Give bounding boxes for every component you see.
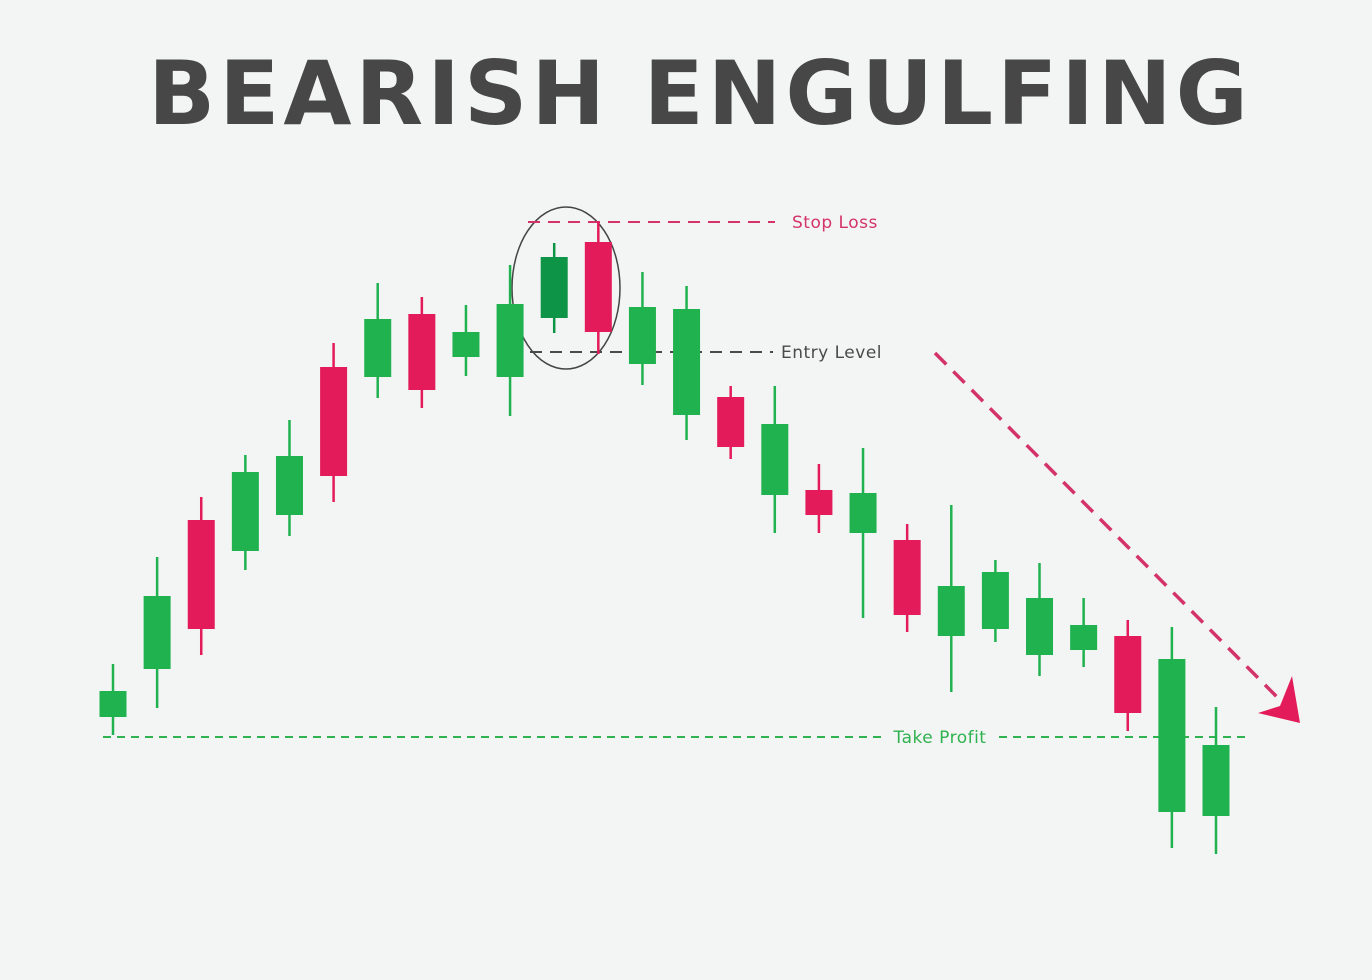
arrow-shaft bbox=[933, 351, 1285, 705]
candle-body bbox=[805, 490, 833, 515]
candle-body bbox=[452, 332, 480, 357]
candle-body bbox=[628, 307, 656, 364]
trend-arrow bbox=[933, 351, 1300, 723]
candle-body bbox=[143, 596, 171, 669]
candle-body bbox=[99, 691, 127, 717]
label-bg bbox=[882, 725, 998, 749]
candle-body bbox=[275, 456, 303, 515]
candle-body bbox=[584, 242, 612, 332]
candle-body bbox=[849, 493, 877, 533]
chart-title: BEARISH ENGULFING bbox=[148, 42, 1252, 145]
candle-body bbox=[1114, 636, 1142, 713]
highlight-ellipse bbox=[511, 206, 621, 370]
level-label: Take Profit bbox=[893, 728, 987, 748]
candle-body bbox=[937, 586, 965, 636]
candle-body bbox=[320, 367, 348, 476]
candle-body bbox=[1158, 659, 1186, 812]
candle-body bbox=[893, 540, 921, 615]
candle-body bbox=[1026, 598, 1054, 655]
arrow-head bbox=[1258, 676, 1300, 723]
candle-body bbox=[761, 424, 789, 495]
candle-body bbox=[364, 319, 392, 377]
candle-body bbox=[408, 314, 436, 390]
candle-body bbox=[1202, 745, 1230, 816]
level-label: Entry Level bbox=[781, 343, 882, 363]
candle-body bbox=[231, 472, 259, 551]
candle-body bbox=[673, 309, 701, 415]
candle-body bbox=[1070, 625, 1098, 650]
candle-body bbox=[981, 572, 1009, 629]
candle-body bbox=[717, 397, 745, 447]
level-label: Stop Loss bbox=[792, 213, 878, 233]
candle-body bbox=[496, 304, 524, 377]
candle-body bbox=[187, 520, 215, 629]
candle-body bbox=[540, 257, 568, 318]
